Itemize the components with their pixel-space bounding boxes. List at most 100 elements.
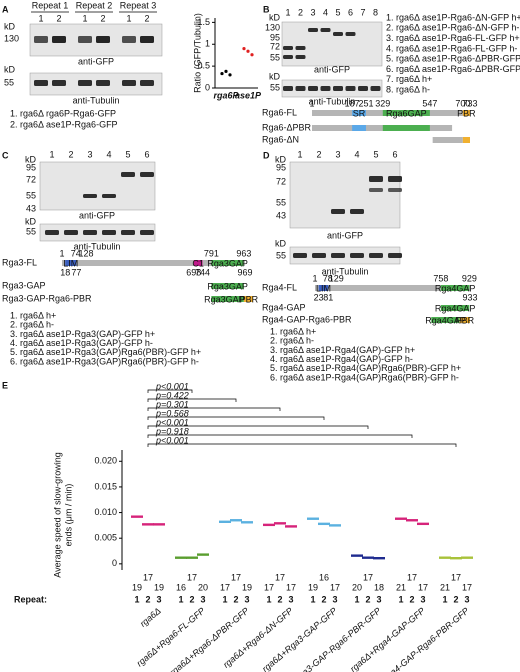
lane-label: 1 — [285, 7, 290, 17]
band — [78, 80, 92, 86]
domain-label: Rga4GAP — [425, 315, 466, 325]
lane-label: 2 — [56, 13, 61, 23]
kd-label: kD — [4, 64, 16, 74]
lane-label: 5 — [125, 149, 130, 159]
blot — [39, 223, 156, 242]
legend-text: 2. rga6Δ ase1P-Rga6-ΔN-GFP h- — [386, 23, 519, 33]
band — [345, 32, 356, 36]
y-tick-label: 0 — [205, 82, 210, 92]
residue-number: 700 — [455, 98, 470, 108]
x-tick-label: rga6Δ — [138, 606, 163, 629]
n-label: 17 — [231, 572, 241, 582]
band — [331, 253, 345, 258]
point — [242, 47, 246, 51]
band — [388, 176, 402, 182]
band — [295, 46, 306, 50]
domain-label: Rga3GAP — [204, 294, 245, 304]
n-label: 19 — [154, 582, 164, 592]
band — [64, 230, 78, 235]
kd-label: 55 — [276, 250, 286, 260]
domain-label: Rga4GAP — [435, 303, 476, 313]
residue-number: 129 — [329, 273, 344, 283]
repeat-number: 3 — [464, 594, 469, 604]
domain — [193, 260, 203, 266]
band — [140, 172, 154, 177]
lane-label: 1 — [297, 149, 302, 159]
y-axis-label: Average speed of slow-growing — [52, 452, 62, 577]
band — [121, 172, 135, 177]
kd-label: kD — [275, 238, 287, 248]
protein-name: Rga3-GAP — [2, 280, 46, 290]
protein-name: Rga3-GAP-Rga6-PBR — [2, 293, 92, 303]
n-label: 17 — [143, 572, 153, 582]
repeat-number: 1 — [398, 594, 403, 604]
p-value: p=0.568 — [155, 408, 189, 418]
y-axis-label: ends (μm / min) — [63, 484, 73, 547]
n-label: 16 — [319, 572, 329, 582]
lane-label: 3 — [335, 149, 340, 159]
residue-number: 929 — [462, 273, 477, 283]
n-label: 17 — [286, 582, 296, 592]
residue-number: 1 — [312, 273, 317, 283]
x-tick-label: ase1P — [235, 90, 262, 100]
band — [369, 176, 383, 182]
legend-text: 5. rga6Δ ase1P-Rga6-ΔPBR-GFP h+ — [386, 54, 520, 64]
residue-number: 187 — [345, 98, 360, 108]
kd-label: 95 — [270, 32, 280, 42]
protein-name: Rga6-ΔN — [262, 134, 299, 144]
kd-label: 95 — [276, 162, 286, 172]
band — [345, 86, 356, 91]
legend-text: 1. rga6Δ ase1P-Rga6-ΔN-GFP h+ — [386, 12, 520, 22]
band — [295, 55, 306, 59]
band — [333, 32, 343, 36]
repeat-label: Repeat: — [14, 594, 47, 604]
n-label: 17 — [407, 572, 417, 582]
domain — [382, 125, 430, 131]
kd-label: 55 — [26, 190, 36, 200]
residue-number: 18 — [60, 267, 70, 277]
residue-number: 23 — [314, 292, 324, 302]
domain — [462, 110, 470, 116]
band — [283, 55, 293, 59]
kd-label: kD — [4, 21, 16, 31]
domain-label: PBR — [457, 108, 476, 118]
kd-label: kD — [269, 71, 281, 81]
p-value: p<0.001 — [155, 381, 189, 391]
domain — [440, 305, 470, 311]
n-label: 17 — [187, 572, 197, 582]
kd-label: 55 — [270, 52, 280, 62]
y-tick-label: 0.010 — [94, 507, 117, 517]
band — [83, 230, 97, 235]
residue-number: 1 — [309, 98, 314, 108]
residue-number: 698 — [186, 267, 201, 277]
domain — [243, 296, 253, 302]
n-label: 19 — [242, 582, 252, 592]
bracket — [147, 407, 281, 411]
domain — [431, 317, 460, 323]
n-label: 20 — [352, 582, 362, 592]
band — [308, 86, 318, 91]
band — [283, 46, 293, 50]
y-tick-label: 0.005 — [94, 533, 117, 543]
legend-text: 3. rga6Δ ase1P-Rga4(GAP)-GFP h+ — [270, 345, 415, 355]
lane-label: 6 — [348, 7, 353, 17]
x-tick-label: rga6Δ+Rga3-GAP-GFP — [260, 606, 339, 672]
kd-label: 72 — [270, 41, 280, 51]
lane-label: 4 — [106, 149, 111, 159]
legend-text: 1. rga6Δ h+ — [270, 326, 316, 336]
repeat-number: 2 — [189, 594, 194, 604]
blot-label: anti-GFP — [78, 56, 114, 66]
lane-label: 4 — [323, 7, 328, 17]
domain — [352, 125, 366, 131]
residue-number: 791 — [204, 248, 219, 258]
legend-text: 3. rga6Δ ase1P-Rga3(GAP)-GFP h+ — [10, 329, 155, 339]
domain-label: LIM — [63, 258, 78, 268]
repeat-number: 1 — [222, 594, 227, 604]
blot-label: anti-Tubulin — [309, 96, 356, 106]
lane-label: 2 — [68, 149, 73, 159]
legend-text: 1. rga6Δ h+ — [10, 310, 56, 320]
domain-label: C1 — [192, 258, 204, 268]
domain-label: SR — [353, 108, 366, 118]
p-value: p=0.422 — [155, 390, 189, 400]
n-label: 17 — [330, 582, 340, 592]
